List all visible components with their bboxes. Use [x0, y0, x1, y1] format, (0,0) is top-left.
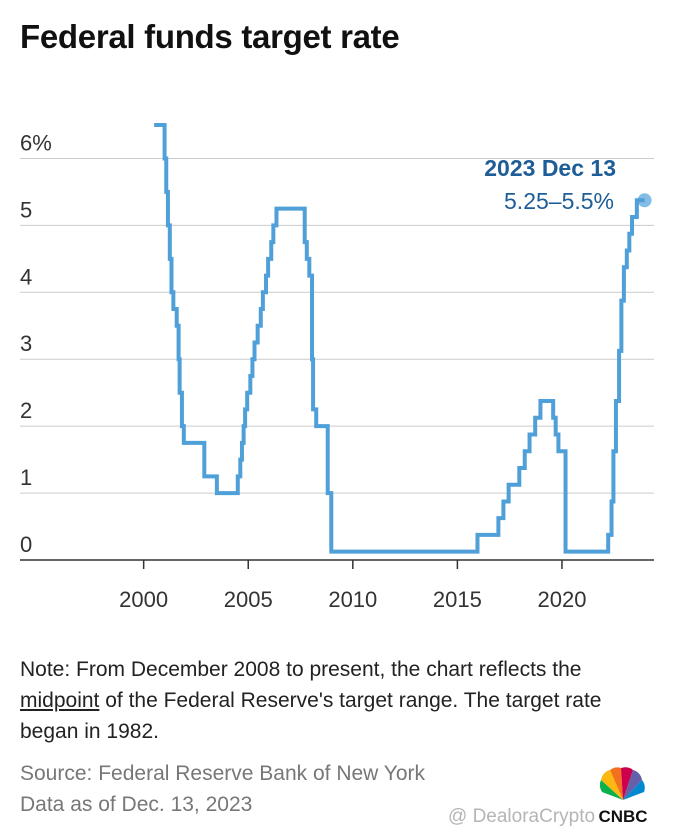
gridlines	[20, 157, 654, 494]
x-tick-label: 2010	[328, 587, 377, 612]
line-chart: 6% 5 4 3 2 1 0 2000 2005 2010 2015 2020 2023 Dec 1…	[20, 123, 654, 612]
x-axis-ticks: 2000 2005 2010 2015 2020	[119, 560, 586, 612]
y-axis-ticks: 6% 5 4 3 2 1 0	[20, 130, 52, 557]
y-tick-label: 3	[20, 331, 32, 356]
y-tick-label: 6%	[20, 130, 52, 155]
y-tick-label: 5	[20, 197, 32, 222]
annotation-value: 5.25–5.5%	[504, 188, 614, 214]
x-tick-label: 2005	[224, 587, 273, 612]
note-text-start: Note: From December 2008 to present, the…	[20, 658, 582, 681]
note-text-end: of the Federal Reserve's target range. T…	[20, 689, 602, 743]
chart-note: Note: From December 2008 to present, the…	[20, 654, 620, 747]
source-block: Source: Federal Reserve Bank of New York…	[20, 758, 425, 820]
rate-series-line	[154, 123, 645, 554]
y-tick-label: 1	[20, 465, 32, 490]
x-tick-label: 2020	[537, 587, 586, 612]
cnbc-peacock-logo-icon: CNBC	[598, 767, 648, 826]
y-tick-label: 2	[20, 398, 32, 423]
latest-point-marker	[637, 193, 652, 208]
logo-wordmark: CNBC	[598, 807, 647, 826]
x-tick-label: 2015	[433, 587, 482, 612]
data-date: Data as of Dec. 13, 2023	[20, 793, 253, 816]
source-text: Source: Federal Reserve Bank of New York	[20, 762, 426, 785]
midpoint-link[interactable]: midpoint	[20, 689, 100, 712]
x-tick-label: 2000	[119, 587, 168, 612]
y-tick-label: 4	[20, 264, 32, 289]
annotation-date: 2023 Dec 13	[484, 155, 616, 181]
watermark: @ DealoraCrypto	[448, 806, 596, 827]
y-tick-label: 0	[20, 532, 32, 557]
chart-title: Federal funds target rate	[20, 18, 400, 55]
